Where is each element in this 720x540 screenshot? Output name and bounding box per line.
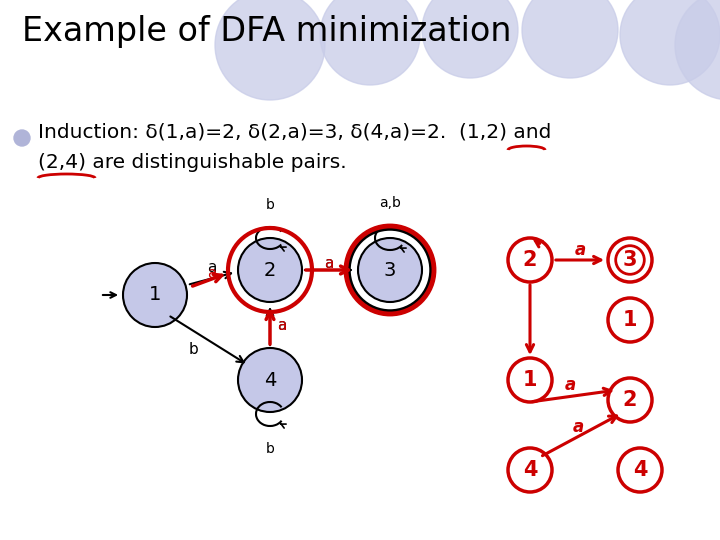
- Circle shape: [238, 348, 302, 412]
- Text: a: a: [324, 255, 333, 271]
- Text: 2: 2: [623, 390, 637, 410]
- Text: (2,4) are distinguishable pairs.: (2,4) are distinguishable pairs.: [38, 153, 346, 172]
- Circle shape: [320, 0, 420, 85]
- Text: a: a: [277, 319, 287, 334]
- Text: a: a: [575, 241, 585, 259]
- Text: a: a: [277, 319, 287, 334]
- Text: a: a: [207, 267, 217, 281]
- Text: b: b: [266, 442, 274, 456]
- Text: 1: 1: [149, 286, 161, 305]
- Circle shape: [675, 0, 720, 100]
- Text: a: a: [324, 255, 333, 271]
- Text: b: b: [266, 198, 274, 212]
- Text: 3: 3: [384, 260, 396, 280]
- Circle shape: [123, 263, 187, 327]
- Text: 2: 2: [264, 260, 276, 280]
- Text: a: a: [572, 418, 584, 436]
- Text: 4: 4: [523, 460, 537, 480]
- Text: 2: 2: [523, 250, 537, 270]
- Circle shape: [522, 0, 618, 78]
- Circle shape: [238, 238, 302, 302]
- Text: 4: 4: [264, 370, 276, 389]
- Text: a: a: [564, 376, 575, 394]
- Text: b: b: [189, 342, 199, 357]
- Text: Example of DFA minimization: Example of DFA minimization: [22, 15, 511, 48]
- Circle shape: [422, 0, 518, 78]
- Circle shape: [14, 130, 30, 146]
- Text: 4: 4: [633, 460, 647, 480]
- Circle shape: [620, 0, 720, 85]
- Text: 1: 1: [623, 310, 637, 330]
- Text: a,b: a,b: [379, 196, 401, 210]
- Circle shape: [215, 0, 325, 100]
- Text: 3: 3: [623, 250, 637, 270]
- Text: Induction: δ(1,a)=2, δ(2,a)=3, δ(4,a)=2.  (1,2) and: Induction: δ(1,a)=2, δ(2,a)=3, δ(4,a)=2.…: [38, 123, 552, 142]
- Text: 1: 1: [523, 370, 537, 390]
- Circle shape: [358, 238, 422, 302]
- Text: a: a: [207, 260, 217, 275]
